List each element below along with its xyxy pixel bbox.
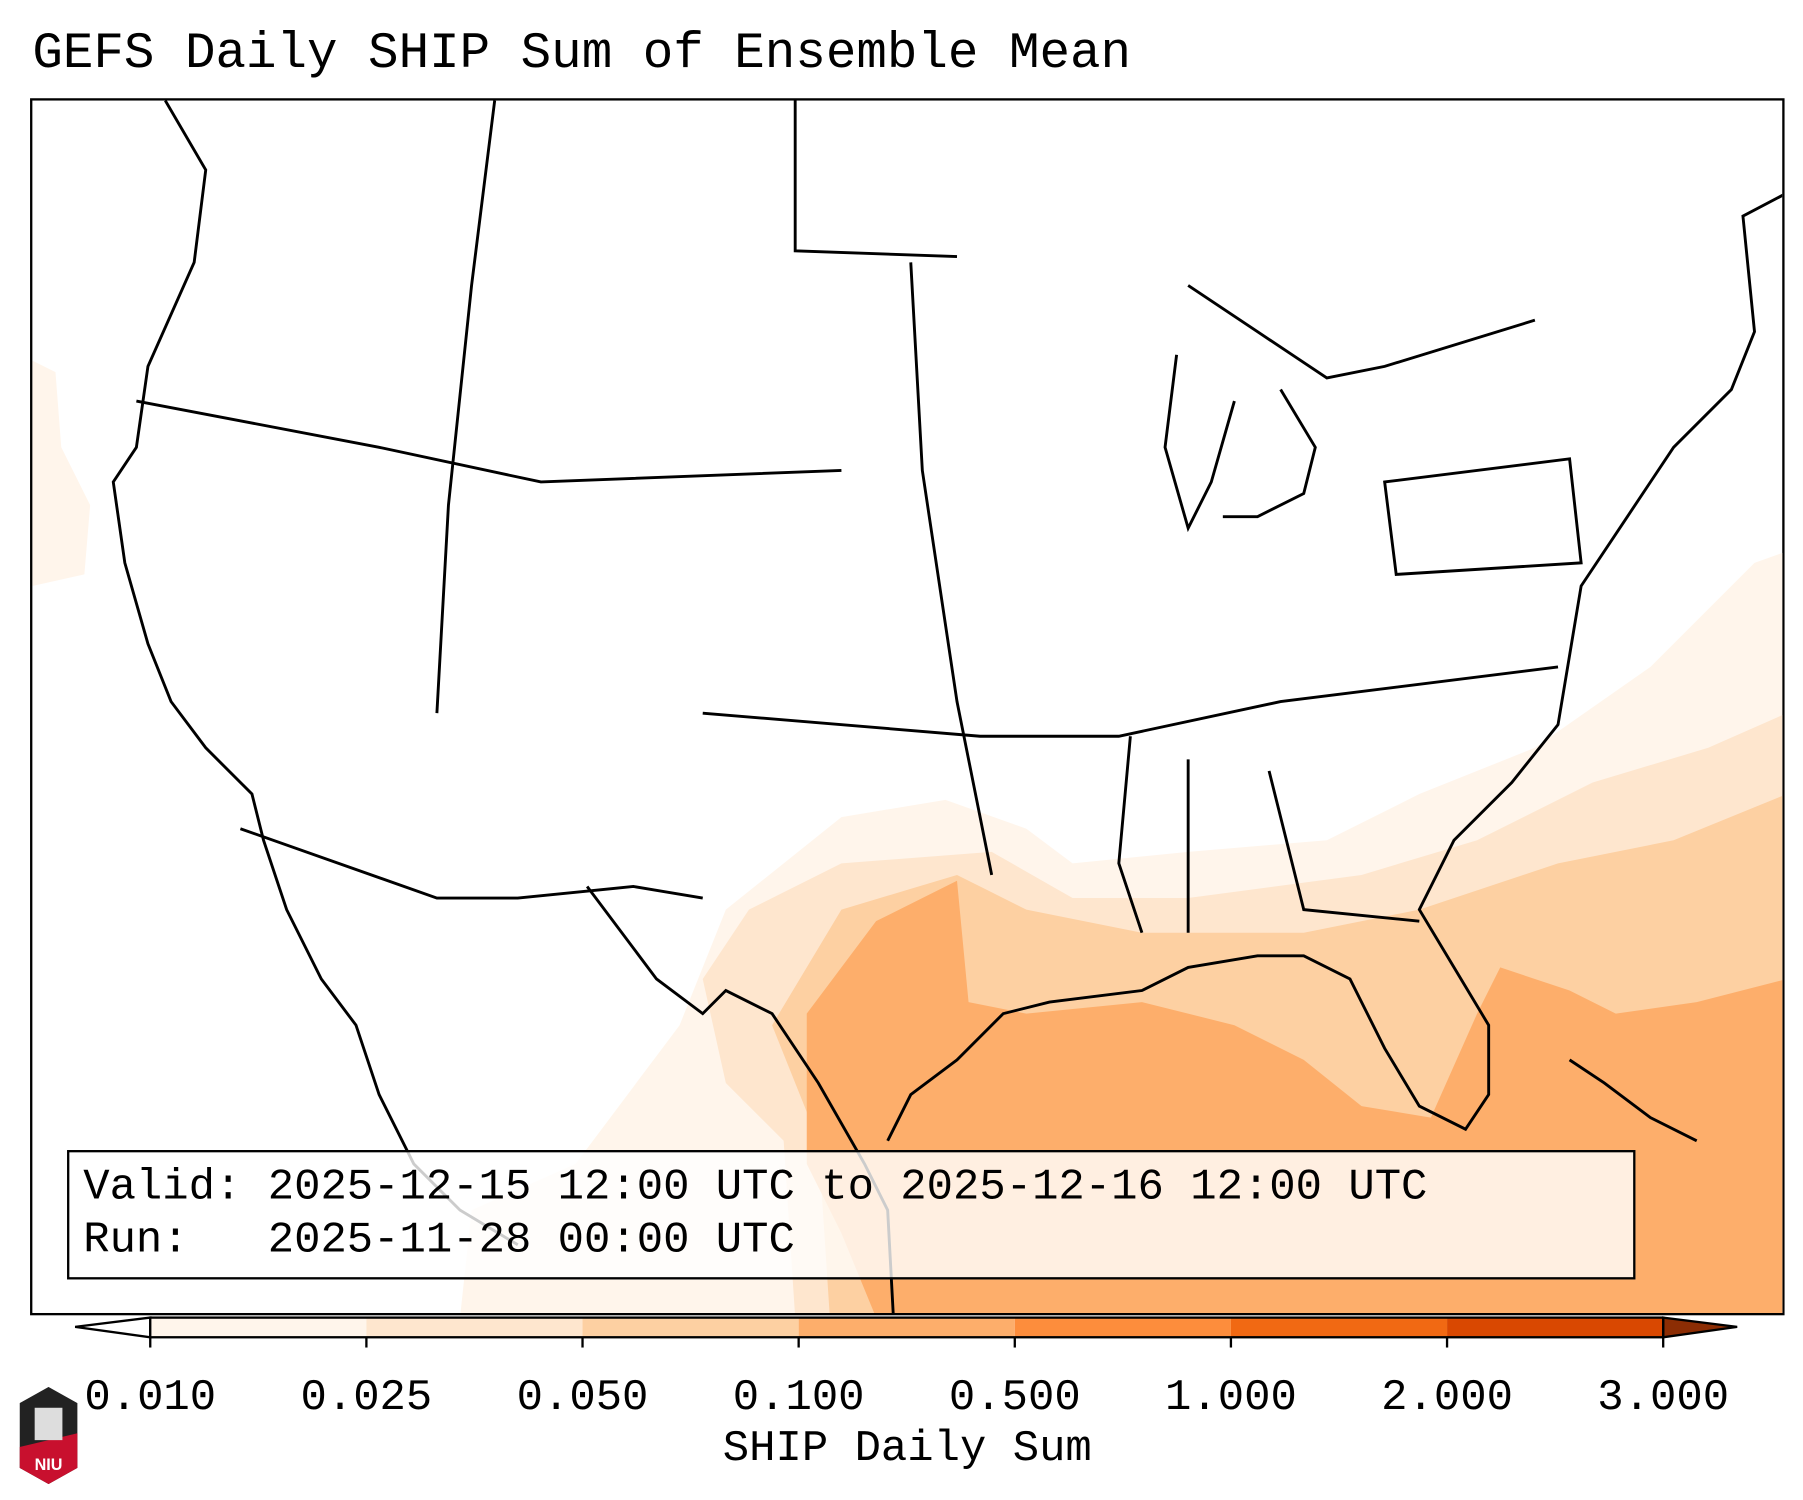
- colorbar-tick-label: 1.000: [1165, 1373, 1297, 1423]
- colorbar-tick-label: 3.000: [1597, 1373, 1730, 1423]
- run-time: 2025-11-28 00:00 UTC: [267, 1215, 795, 1266]
- colorbar-segment: [1447, 1317, 1664, 1338]
- colorbar-tick-label: 0.500: [948, 1373, 1081, 1423]
- colorbar-segment: [1014, 1317, 1231, 1338]
- map-canvas: [32, 100, 1783, 1313]
- colorbar-outline: [149, 1316, 1665, 1339]
- ship-shading-0.010: [32, 360, 91, 586]
- colorbar-segment: [1230, 1317, 1448, 1338]
- colorbar: [74, 1316, 1738, 1348]
- colorbar-segment: [366, 1317, 583, 1338]
- colorbar-label: SHIP Daily Sum: [722, 1423, 1092, 1474]
- chart-title: GEFS Daily SHIP Sum of Ensemble Mean: [32, 25, 1132, 84]
- coastlines: [111, 100, 1783, 1313]
- valid-time: 2025-12-15 12:00 UTC to 2025-12-16 12:00…: [267, 1162, 1428, 1213]
- colorbar-tick-label: 0.100: [732, 1373, 865, 1423]
- colorbar-tick-label: 2.000: [1381, 1373, 1513, 1423]
- colorbar-segment: [150, 1317, 367, 1338]
- colorbar-segment: [798, 1317, 1015, 1338]
- run-label: Run:: [83, 1215, 189, 1266]
- colorbar-tick-label: 0.025: [300, 1373, 433, 1423]
- colorbar-segment: [582, 1317, 799, 1338]
- colorbar-over-extension: [1662, 1316, 1738, 1339]
- colorbar-tick-label: 0.010: [84, 1373, 217, 1423]
- svg-text:NIU: NIU: [35, 1456, 63, 1474]
- colorbar-tick-label: 0.050: [516, 1373, 649, 1423]
- validity-info-box: Valid: 2025-12-15 12:00 UTC to 2025-12-1…: [67, 1150, 1636, 1280]
- map-panel: [30, 98, 1785, 1316]
- niu-logo: NIU: [19, 1386, 78, 1485]
- colorbar-under-extension: [74, 1316, 152, 1339]
- valid-label: Valid:: [83, 1162, 242, 1213]
